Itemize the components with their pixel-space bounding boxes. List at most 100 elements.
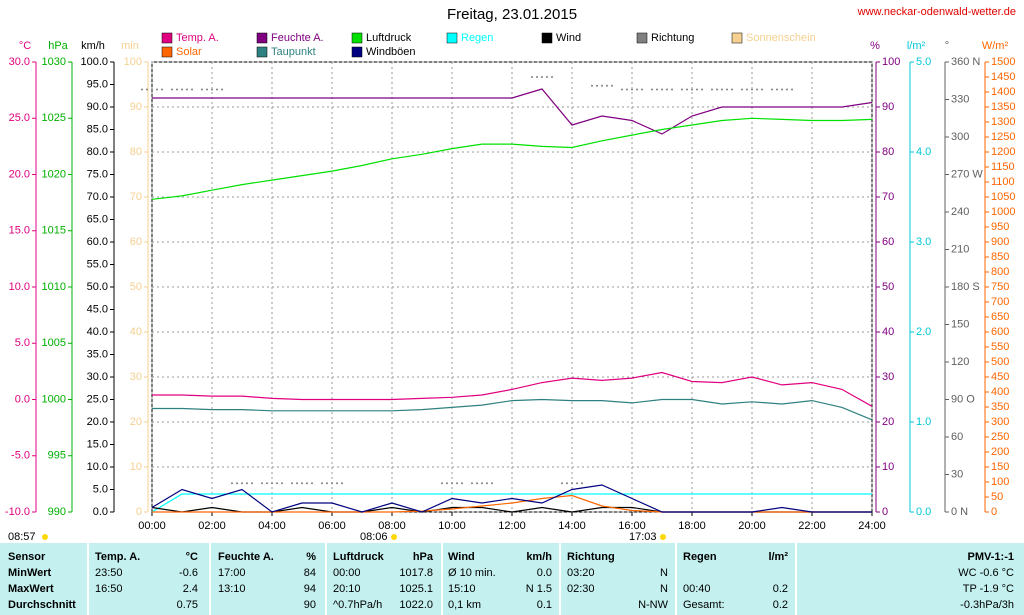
tick-label: 900 — [991, 236, 1009, 248]
direction-dot — [781, 88, 783, 91]
table-cell: Ø 10 min. — [448, 567, 496, 579]
direction-dot — [786, 88, 788, 91]
direction-dot — [191, 88, 193, 91]
legend-swatch — [161, 46, 173, 58]
direction-dot — [666, 88, 668, 91]
direction-dot — [201, 88, 203, 91]
direction-dot — [656, 88, 658, 91]
direction-dot — [491, 482, 493, 485]
direction-dot — [296, 482, 298, 485]
direction-dot — [181, 88, 183, 91]
axis-unit: °C — [19, 40, 31, 52]
series-line — [152, 88, 873, 135]
direction-dot — [266, 482, 268, 485]
tick-label: 20.0 — [9, 168, 30, 180]
direction-dot — [441, 482, 443, 485]
tick-label: 90 O — [951, 393, 975, 405]
tick-label: 1025 — [42, 112, 66, 124]
tick-label: 1300 — [991, 116, 1015, 128]
direction-dot — [651, 88, 653, 91]
direction-dot — [591, 84, 593, 87]
tick-label: 30.0 — [9, 56, 30, 68]
tick-label: 650 — [991, 311, 1009, 323]
table-header: Luftdruck — [333, 551, 385, 563]
direction-dot — [246, 482, 248, 485]
direction-dot — [171, 88, 173, 91]
direction-dot — [216, 88, 218, 91]
direction-dot — [606, 84, 608, 87]
tick-label: 550 — [991, 341, 1009, 353]
legend-label: Temp. A. — [176, 32, 219, 44]
tick-label: 2.0 — [916, 326, 931, 338]
direction-dot — [661, 88, 663, 91]
direction-dot — [726, 88, 728, 91]
tick-label: 100 — [124, 56, 142, 68]
tick-label: 300 — [991, 416, 1009, 428]
x-tick-label: 16:00 — [618, 520, 646, 532]
tick-label: 10.0 — [9, 281, 30, 293]
direction-dot — [541, 76, 543, 78]
series-line — [152, 371, 873, 407]
tick-label: 60 — [882, 236, 894, 248]
direction-dot — [581, 482, 583, 485]
tick-label: 250 — [991, 431, 1009, 443]
table-cell: 0.0 — [537, 567, 552, 579]
tick-label: 1000 — [991, 206, 1015, 218]
direction-dot — [756, 88, 758, 91]
tick-label: -10.0 — [5, 506, 30, 518]
legend-swatch — [256, 46, 268, 58]
legend-label: Sonnenschein — [746, 32, 816, 44]
tick-label: 5.0 — [93, 483, 108, 495]
direction-dot — [561, 482, 563, 485]
x-tick-label: 10:00 — [438, 520, 466, 532]
tick-label: 10 — [882, 461, 894, 473]
direction-dot — [261, 482, 263, 485]
tick-label: 1010 — [42, 281, 66, 293]
tick-label: 210 — [951, 243, 969, 255]
tick-label: 800 — [991, 266, 1009, 278]
direction-dot — [236, 482, 238, 485]
tick-label: 85.0 — [87, 123, 108, 135]
direction-dot — [281, 482, 283, 485]
tick-label: 50 — [130, 281, 142, 293]
legend-label: Taupunkt — [271, 46, 316, 58]
tick-label: 0 — [882, 506, 888, 518]
sun-marker — [660, 534, 666, 540]
direction-dot — [291, 482, 293, 485]
tick-label: 1400 — [991, 86, 1015, 98]
legend-swatch — [256, 32, 268, 44]
direction-dot — [456, 482, 458, 485]
tick-label: 95.0 — [87, 78, 108, 90]
legend-swatch — [731, 32, 743, 44]
direction-dot — [151, 88, 153, 91]
tick-label: 1020 — [42, 168, 66, 180]
tick-label: 1500 — [991, 56, 1015, 68]
tick-label: 50.0 — [87, 281, 108, 293]
direction-dot — [301, 482, 303, 485]
legend-swatch — [446, 32, 458, 44]
tick-label: 45.0 — [87, 303, 108, 315]
table-header: Wind — [448, 551, 475, 563]
direction-dot — [176, 88, 178, 91]
direction-dot — [601, 84, 603, 87]
tick-label: 0.0 — [93, 506, 108, 518]
direction-dot — [271, 482, 273, 485]
tick-label: 15.0 — [9, 225, 30, 237]
table-cell: 0.1 — [537, 599, 552, 611]
direction-dot — [596, 84, 598, 87]
tick-label: 995 — [48, 450, 66, 462]
tick-label: 950 — [991, 221, 1009, 233]
direction-dot — [636, 88, 638, 91]
tick-label: 40 — [130, 326, 142, 338]
direction-dot — [326, 482, 328, 485]
tick-label: 1015 — [42, 225, 66, 237]
table-header: % — [306, 551, 316, 563]
table-cell: N — [660, 567, 668, 579]
direction-dot — [241, 482, 243, 485]
direction-dot — [206, 88, 208, 91]
tick-label: 360 N — [951, 56, 980, 68]
x-tick-label: 12:00 — [498, 520, 526, 532]
tick-label: 450 — [991, 371, 1009, 383]
tick-label: 0 — [991, 506, 997, 518]
direction-dot — [791, 88, 793, 91]
